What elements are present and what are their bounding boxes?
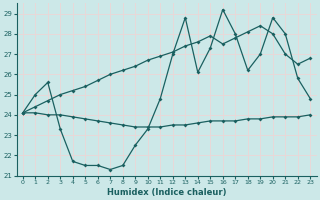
X-axis label: Humidex (Indice chaleur): Humidex (Indice chaleur) xyxy=(107,188,226,197)
